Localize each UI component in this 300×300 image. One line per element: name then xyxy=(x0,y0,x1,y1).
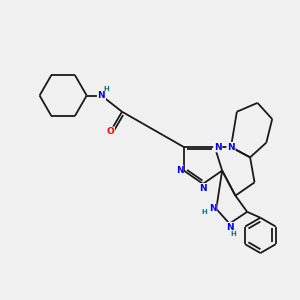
Text: N: N xyxy=(214,142,221,152)
Text: H: H xyxy=(202,209,207,215)
Text: N: N xyxy=(226,223,233,232)
Text: N: N xyxy=(98,91,105,100)
Text: H: H xyxy=(230,231,236,237)
Text: N: N xyxy=(209,204,217,213)
Text: H: H xyxy=(104,86,110,92)
Text: N: N xyxy=(176,166,183,175)
Text: N: N xyxy=(199,184,207,193)
Text: N: N xyxy=(227,142,235,152)
Text: O: O xyxy=(106,127,114,136)
